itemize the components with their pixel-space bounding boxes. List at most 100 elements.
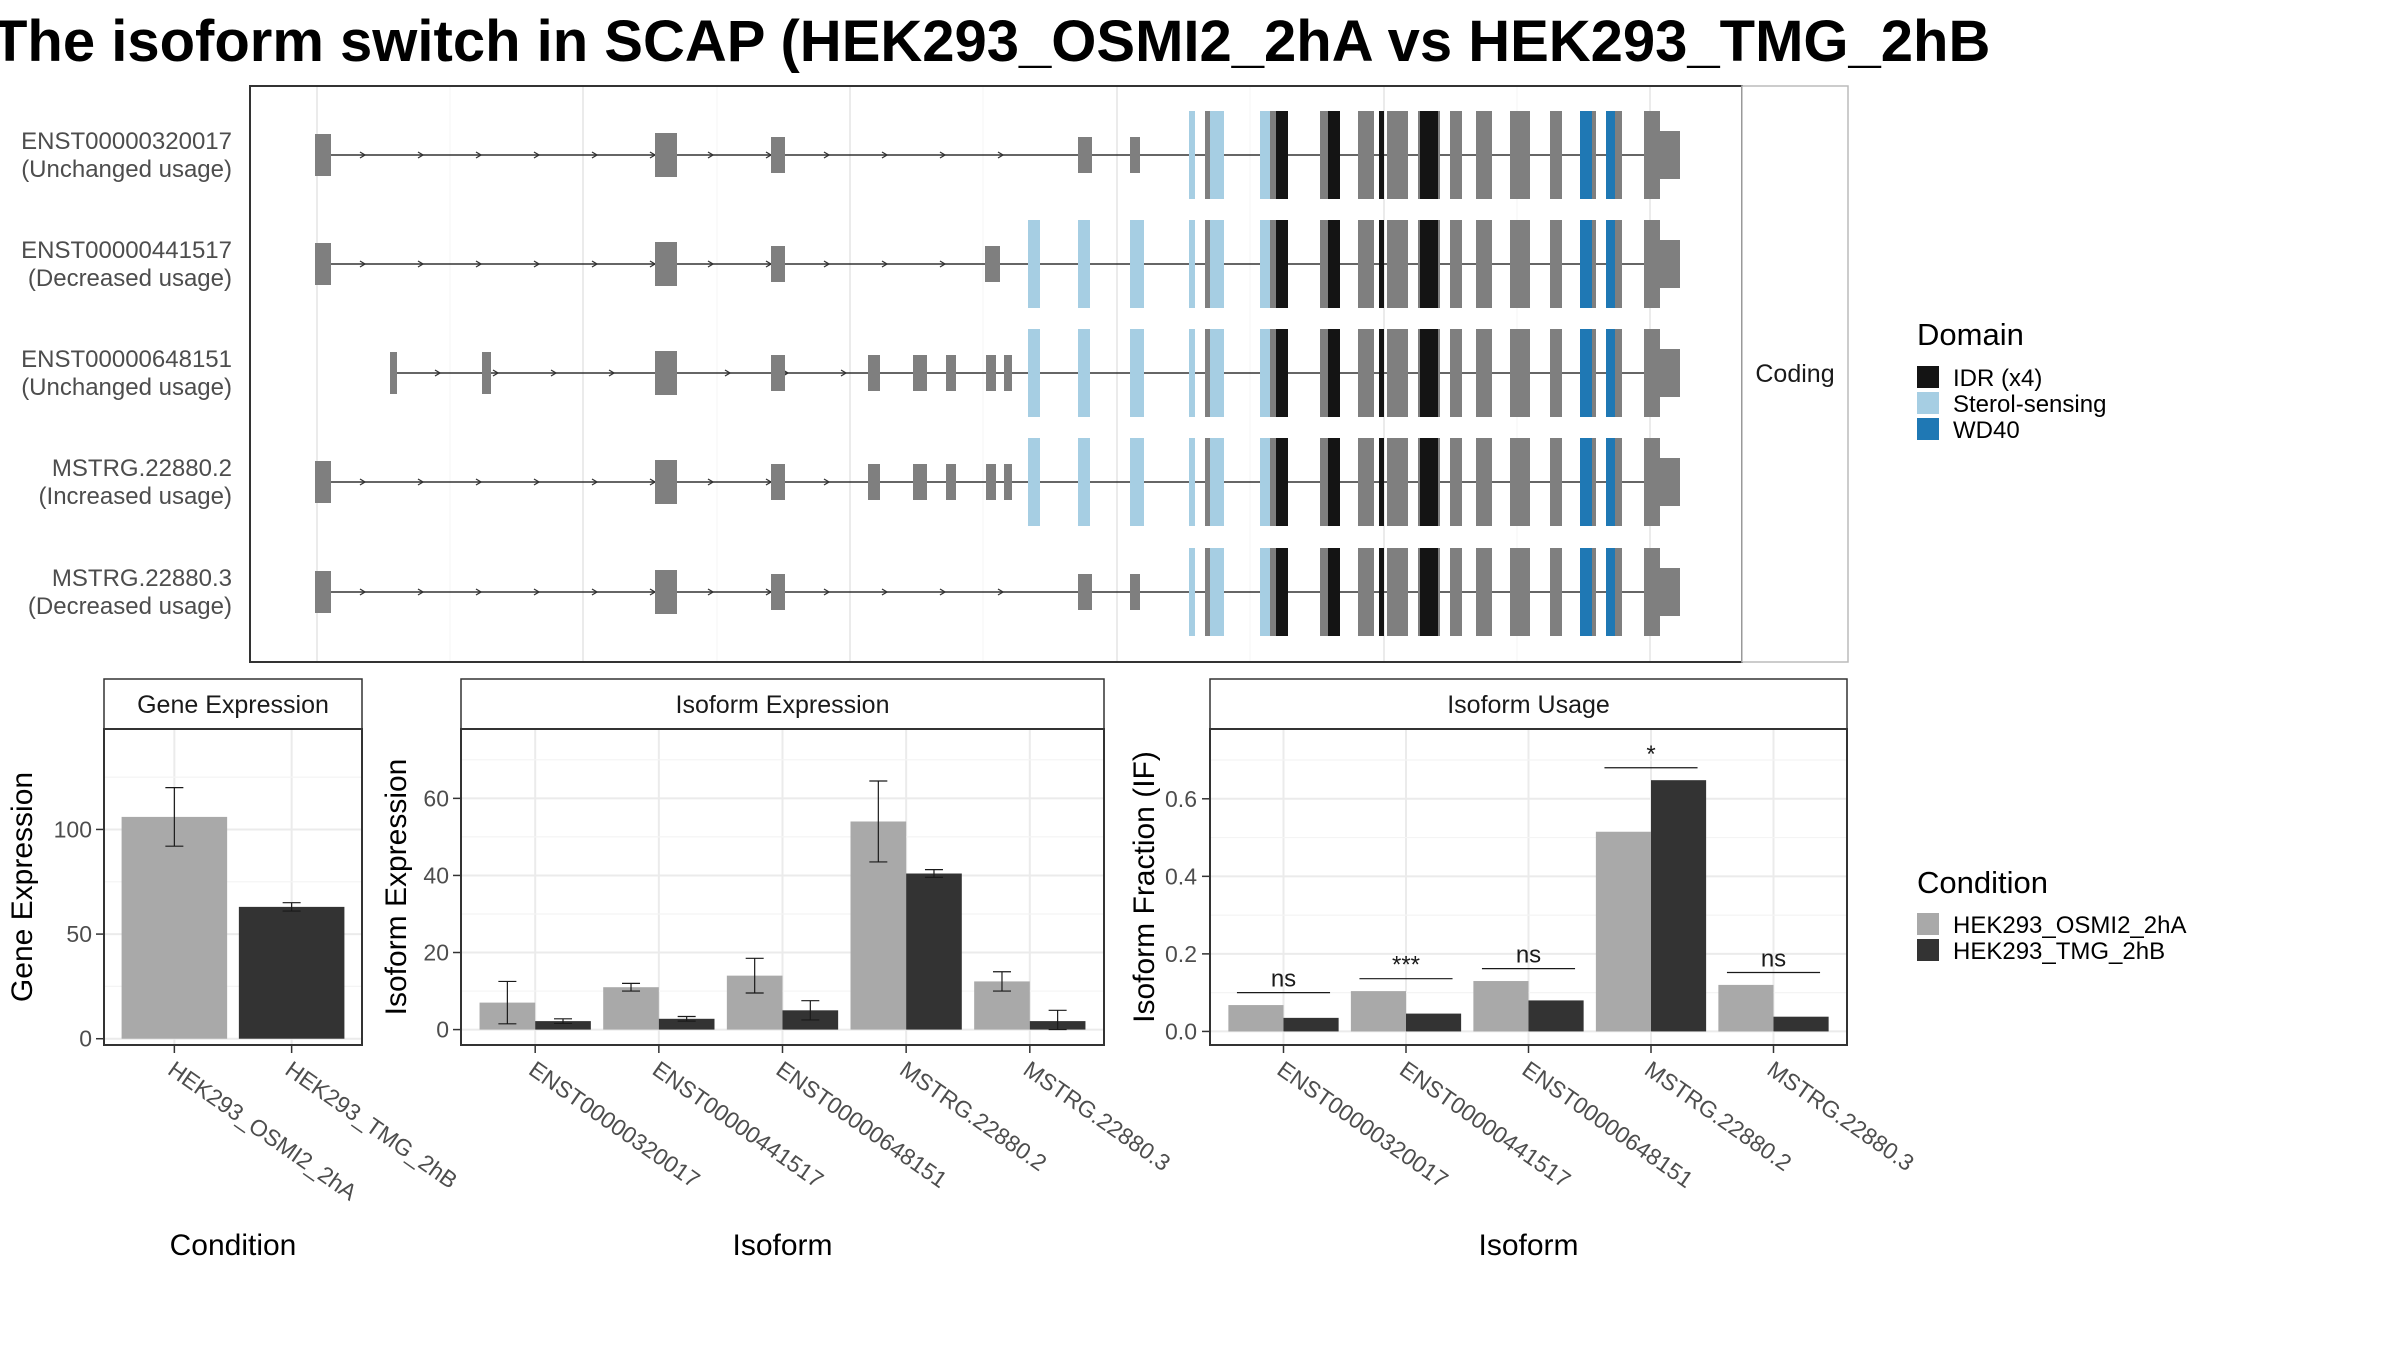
exon-block (1450, 548, 1462, 636)
intron-direction-arrow (492, 369, 500, 377)
sterol-sensing-domain (1210, 548, 1224, 636)
sterol-sensing-domain (1260, 329, 1270, 417)
wd40-domain (1606, 548, 1615, 636)
exon-block (1387, 111, 1408, 199)
condition-legend-swatch (1917, 939, 1939, 961)
exon-block (1550, 438, 1562, 526)
intron-direction-arrow (359, 588, 367, 596)
coding-strip-label: Coding (1755, 360, 1834, 388)
x-tick-label: HEK293_OSMI2_2hA (163, 1056, 362, 1206)
y-tick-label: 0 (79, 1026, 92, 1052)
idr-domain (1420, 548, 1438, 636)
wd40-domain (1580, 220, 1592, 308)
exon-block (1450, 329, 1462, 417)
idr-domain (1420, 220, 1438, 308)
bar (121, 816, 228, 1039)
exon-block (1612, 329, 1622, 417)
exon-block (1612, 220, 1622, 308)
exon-block (1450, 220, 1462, 308)
intron-direction-arrow (881, 151, 889, 159)
condition-legend-title: Condition (1917, 865, 2048, 900)
bar (1651, 780, 1707, 1032)
exon-block (1550, 548, 1562, 636)
intron-direction-arrow (533, 260, 541, 268)
condition-legend-label: HEK293_OSMI2_2hA (1953, 912, 2186, 939)
wd40-domain (1580, 111, 1592, 199)
bar (1228, 1005, 1284, 1032)
bar (1773, 1016, 1829, 1032)
exon-block (985, 246, 1000, 282)
sterol-sensing-domain (1130, 220, 1144, 308)
exon-block (390, 352, 397, 394)
sterol-sensing-domain (1189, 220, 1195, 308)
intron-direction-arrow (475, 478, 483, 486)
intron-direction-arrow (608, 369, 616, 377)
transcript-id-label: ENST00000320017 (21, 128, 232, 155)
intron-direction-arrow (840, 369, 848, 377)
idr-domain (1276, 548, 1288, 636)
panel-strip-title: Isoform Expression (676, 691, 890, 719)
exon-block (946, 355, 956, 391)
exon-block (913, 355, 927, 391)
page-title: The isoform switch in SCAP (HEK293_OSMI2… (0, 9, 1991, 74)
intron-direction-arrow (475, 260, 483, 268)
idr-domain (1379, 548, 1384, 636)
exon-block (1476, 329, 1492, 417)
idr-domain (1276, 220, 1288, 308)
exon-block (1510, 548, 1530, 636)
significance-label: ns (1516, 942, 1541, 969)
bar (1473, 981, 1529, 1032)
exon-block (1004, 355, 1012, 391)
domain-legend-swatch (1917, 366, 1939, 388)
exon-block (655, 133, 677, 177)
idr-domain (1328, 220, 1340, 308)
y-axis-title: Isoform Expression (380, 759, 413, 1016)
sterol-sensing-domain (1210, 111, 1224, 199)
domain-legend-label: WD40 (1953, 417, 2020, 444)
sterol-sensing-domain (1189, 329, 1195, 417)
idr-domain (1328, 438, 1340, 526)
exon-block (1004, 464, 1012, 500)
intron-direction-arrow (939, 588, 947, 596)
exon-block (1358, 438, 1374, 526)
bar (603, 987, 659, 1030)
idr-domain (1328, 548, 1340, 636)
idr-domain (1276, 111, 1288, 199)
exon-block (986, 464, 996, 500)
exon-block (1510, 329, 1530, 417)
exon-block (1510, 438, 1530, 526)
sterol-sensing-domain (1260, 438, 1270, 526)
intron-direction-arrow (707, 588, 715, 596)
condition-legend-swatch (1917, 913, 1939, 935)
intron-direction-arrow (707, 478, 715, 486)
bar (1283, 1017, 1339, 1032)
exon-block (1476, 220, 1492, 308)
sterol-sensing-domain (1260, 111, 1270, 199)
domain-legend-title: Domain (1917, 317, 2024, 352)
significance-label: * (1646, 741, 1655, 768)
intron-direction-arrow (997, 588, 1005, 596)
intron-direction-arrow (724, 369, 732, 377)
significance-label: ns (1761, 945, 1786, 972)
exon-block (1550, 329, 1562, 417)
sterol-sensing-domain (1130, 438, 1144, 526)
wd40-domain (1606, 438, 1615, 526)
intron-direction-arrow (417, 478, 425, 486)
sterol-sensing-domain (1189, 111, 1195, 199)
exon-block (771, 246, 785, 282)
bar (535, 1021, 591, 1030)
intron-direction-arrow (591, 588, 599, 596)
exon-block (655, 460, 677, 504)
y-tick-label: 100 (54, 816, 92, 842)
intron-direction-arrow (591, 151, 599, 159)
transcript-id-label: MSTRG.22880.2 (52, 455, 232, 482)
exon-block (1476, 548, 1492, 636)
exon-block (655, 570, 677, 614)
sterol-sensing-domain (1189, 548, 1195, 636)
bar (1718, 984, 1774, 1032)
exon-block (1130, 137, 1140, 173)
sterol-sensing-domain (1078, 329, 1090, 417)
transcript-row: ENST00000320017(Unchanged usage) (21, 111, 1680, 199)
transcript-usage-label: (Increased usage) (39, 483, 232, 510)
